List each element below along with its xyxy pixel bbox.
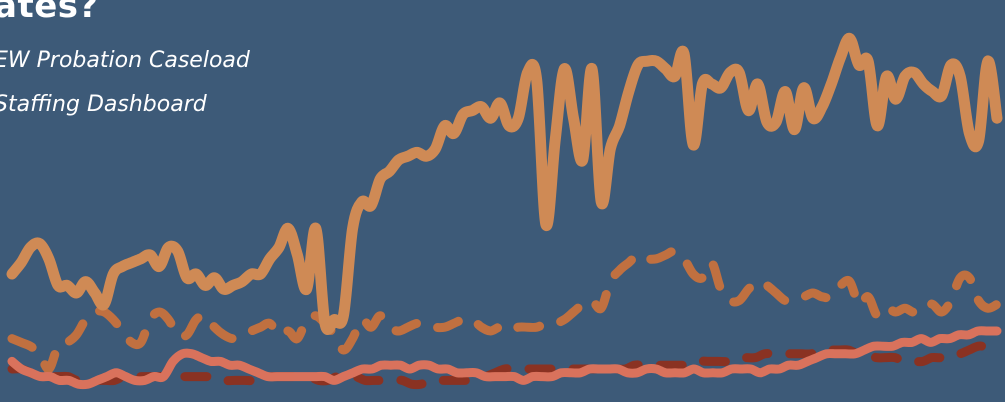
- series-line-2: [7, 326, 1002, 390]
- chart-title: ates?: [0, 0, 99, 26]
- subtitle-line-1: EW Probation Caseload: [0, 48, 250, 73]
- subtitle-line-2: Staffing Dashboard: [0, 92, 207, 117]
- series-line-0: [6, 32, 1003, 335]
